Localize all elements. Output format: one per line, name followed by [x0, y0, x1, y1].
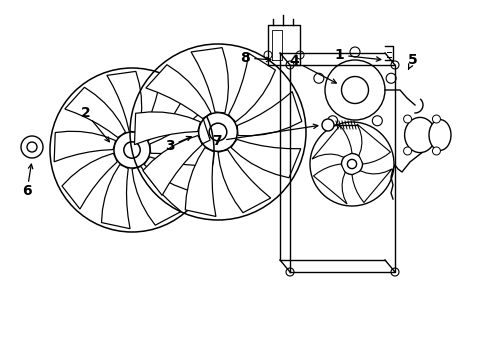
Polygon shape [132, 167, 181, 225]
Circle shape [321, 119, 333, 131]
Polygon shape [107, 71, 142, 132]
Polygon shape [351, 169, 391, 203]
Polygon shape [102, 165, 130, 229]
Text: 7: 7 [212, 134, 222, 148]
Polygon shape [185, 148, 216, 216]
Text: 6: 6 [22, 184, 32, 198]
Circle shape [431, 147, 440, 155]
Circle shape [403, 147, 411, 155]
Polygon shape [218, 150, 270, 213]
Polygon shape [145, 65, 211, 118]
Polygon shape [356, 124, 390, 164]
Circle shape [327, 116, 337, 126]
Circle shape [371, 116, 382, 126]
Circle shape [21, 136, 43, 158]
Polygon shape [144, 157, 209, 193]
Ellipse shape [428, 120, 450, 150]
Ellipse shape [404, 117, 434, 153]
Polygon shape [191, 48, 228, 113]
Circle shape [325, 60, 384, 120]
Polygon shape [134, 112, 200, 145]
Text: 8: 8 [240, 51, 249, 65]
Polygon shape [231, 139, 300, 178]
Circle shape [349, 47, 359, 57]
Circle shape [386, 73, 395, 83]
Polygon shape [311, 126, 351, 159]
Circle shape [313, 73, 323, 83]
Text: 3: 3 [165, 139, 174, 153]
Circle shape [431, 115, 440, 123]
Text: 1: 1 [333, 48, 343, 62]
Polygon shape [142, 135, 202, 195]
Polygon shape [313, 164, 346, 204]
Text: 4: 4 [288, 54, 298, 68]
Polygon shape [65, 87, 125, 138]
Polygon shape [237, 91, 301, 136]
Polygon shape [54, 131, 115, 162]
Polygon shape [150, 112, 210, 153]
Polygon shape [228, 53, 275, 122]
Circle shape [403, 115, 411, 123]
Polygon shape [142, 77, 185, 140]
Text: 5: 5 [407, 53, 417, 67]
Text: 2: 2 [81, 106, 91, 120]
Polygon shape [62, 153, 117, 209]
